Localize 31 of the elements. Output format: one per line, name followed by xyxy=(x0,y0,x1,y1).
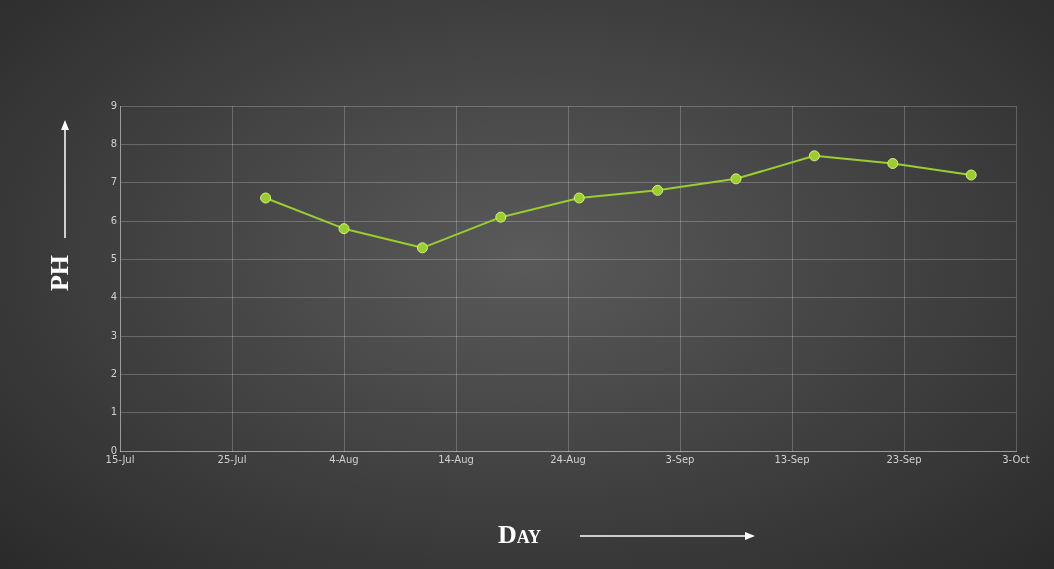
y-tick-label: 2 xyxy=(110,367,117,379)
y-tick-label: 3 xyxy=(110,329,117,341)
x-tick-label: 3-Sep xyxy=(665,453,695,465)
x-tick-label: 24-Aug xyxy=(550,453,586,465)
x-tick-label: 15-Jul xyxy=(105,453,135,465)
x-axis-title: Day xyxy=(498,520,542,550)
point xyxy=(260,192,272,204)
y-tick-label: 6 xyxy=(110,214,117,226)
y-tick-label: 5 xyxy=(110,252,117,264)
point xyxy=(495,211,507,223)
point xyxy=(652,184,664,196)
x-tick-label: 13-Sep xyxy=(774,453,810,465)
y-tick-label: 4 xyxy=(110,291,117,303)
point xyxy=(416,242,428,254)
point xyxy=(573,192,585,204)
y-tick-label: 8 xyxy=(110,137,117,149)
y-tick-label: 7 xyxy=(110,176,117,188)
point xyxy=(338,223,350,235)
x-tick-label: 4-Aug xyxy=(329,453,359,465)
y-tick-label: 1 xyxy=(110,406,117,418)
y-tick-label: 9 xyxy=(110,99,117,111)
x-tick-label: 23-Sep xyxy=(886,453,922,465)
x-tick-label: 25-Jul xyxy=(217,453,247,465)
x-tick-label: 14-Aug xyxy=(438,453,474,465)
point xyxy=(887,158,899,169)
y-axis-title: PH xyxy=(45,254,76,292)
y-tick-label: 0 xyxy=(110,444,117,456)
point xyxy=(730,173,742,185)
point xyxy=(965,169,977,181)
point xyxy=(808,150,820,162)
x-tick-label: 3-Oct xyxy=(1002,453,1030,465)
